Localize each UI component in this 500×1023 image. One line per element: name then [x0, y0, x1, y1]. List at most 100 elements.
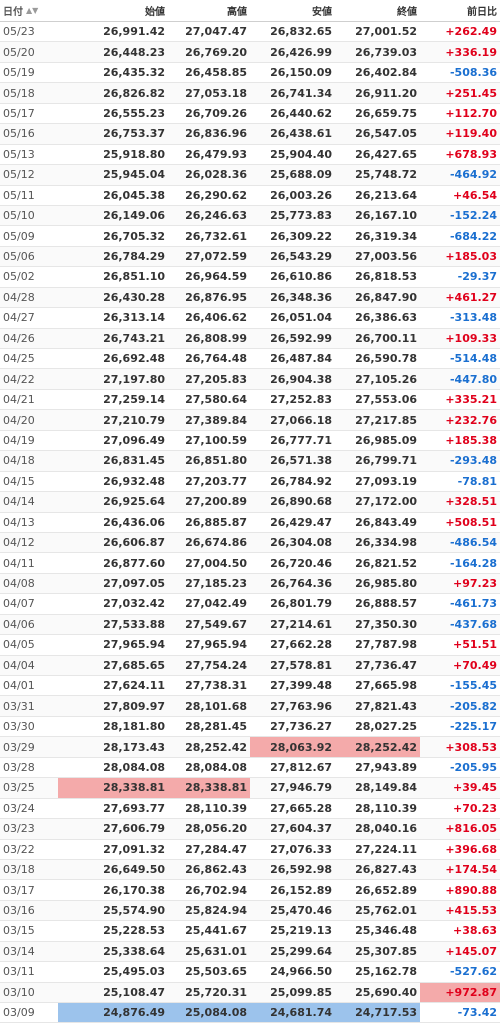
- close-cell: 27,001.52: [355, 25, 417, 39]
- change-cell: +46.54: [452, 188, 497, 202]
- table-row: 04/22 27,197.80 27,205.83 26,904.38 27,105.2…: [0, 369, 500, 390]
- open-cell: 26,743.21: [103, 331, 165, 345]
- close-cell: 25,690.40: [355, 985, 417, 999]
- change-cell: -225.17: [449, 720, 497, 734]
- close-cell: 26,799.71: [355, 454, 417, 468]
- date-cell: 03/15: [3, 924, 35, 938]
- close-cell: 26,213.64: [355, 188, 417, 202]
- date-cell: 03/17: [3, 883, 35, 897]
- open-cell: 25,918.80: [103, 147, 165, 161]
- change-cell: -514.48: [449, 352, 497, 366]
- close-cell: 27,553.06: [355, 393, 417, 407]
- close-cell: 26,821.52: [355, 556, 417, 570]
- change-cell: +145.07: [445, 944, 497, 958]
- table-row: 05/06 26,784.29 27,072.59 26,543.29 27,003.5…: [0, 246, 500, 268]
- close-cell: 26,843.49: [355, 515, 417, 529]
- high-cell: 25,084.08: [168, 1003, 250, 1023]
- close-cell: 27,821.43: [355, 699, 417, 713]
- close-cell: 26,167.10: [355, 209, 417, 223]
- high-cell: 27,389.84: [185, 413, 247, 427]
- date-cell: 04/12: [3, 536, 35, 550]
- high-cell: 26,964.59: [185, 270, 247, 284]
- table-row: 04/06 27,533.88 27,549.67 27,214.61 27,350.3…: [0, 614, 500, 636]
- close-cell: 26,985.09: [355, 433, 417, 447]
- open-cell: 27,624.11: [103, 679, 165, 693]
- change-cell: +335.21: [445, 393, 497, 407]
- change-cell: +328.51: [445, 495, 497, 509]
- close-cell: 27,350.30: [355, 617, 417, 631]
- high-cell: 26,406.62: [185, 311, 247, 325]
- open-cell: 27,809.97: [103, 699, 165, 713]
- date-cell: 04/13: [3, 515, 35, 529]
- open-cell: 26,753.37: [103, 127, 165, 141]
- close-cell: 27,172.00: [355, 495, 417, 509]
- high-cell: 26,808.99: [185, 331, 247, 345]
- open-cell: 25,108.47: [103, 985, 165, 999]
- change-cell: +336.19: [445, 45, 497, 59]
- date-cell: 04/11: [3, 556, 35, 570]
- high-cell: 27,738.31: [185, 679, 247, 693]
- change-cell: -29.37: [457, 270, 497, 284]
- open-cell: 26,991.42: [103, 25, 165, 39]
- open-cell: 25,574.90: [103, 904, 165, 918]
- close-cell: 28,252.42: [335, 737, 420, 757]
- close-cell: 28,149.84: [355, 781, 417, 795]
- date-cell: 03/30: [3, 720, 35, 734]
- open-cell: 27,091.32: [103, 842, 165, 856]
- low-cell: 26,904.38: [270, 372, 332, 386]
- sort-triangle-icon[interactable]: ▲▼: [26, 6, 39, 15]
- date-cell: 05/13: [3, 147, 35, 161]
- close-cell: 26,319.34: [355, 229, 417, 243]
- close-cell: 25,748.72: [355, 168, 417, 182]
- table-row: 05/19 26,435.32 26,458.85 26,150.09 26,402.8…: [0, 63, 500, 84]
- open-cell: 27,197.80: [103, 372, 165, 386]
- high-cell: 27,203.77: [185, 474, 247, 488]
- low-cell: 26,150.09: [270, 66, 332, 80]
- open-cell: 25,495.03: [103, 965, 165, 979]
- open-header: 始値: [145, 7, 165, 18]
- high-cell: 26,876.95: [185, 290, 247, 304]
- table-header: 日付 ▲▼ 始値 高値 安値 終値 前日比: [0, 0, 500, 22]
- open-cell: 25,945.04: [103, 168, 165, 182]
- close-cell: 25,162.78: [355, 965, 417, 979]
- table-row: 03/17 26,170.38 26,702.94 26,152.89 26,652.8…: [0, 880, 500, 901]
- change-cell: -508.36: [449, 66, 497, 80]
- close-cell: 28,110.39: [355, 801, 417, 815]
- low-cell: 26,764.36: [270, 577, 332, 591]
- date-cell: 04/15: [3, 474, 35, 488]
- high-cell: 26,674.86: [185, 536, 247, 550]
- low-cell: 26,309.22: [270, 229, 332, 243]
- low-cell: 26,487.84: [270, 352, 332, 366]
- date-cell: 03/28: [3, 760, 35, 774]
- high-cell: 26,862.43: [185, 863, 247, 877]
- change-cell: +174.54: [445, 863, 497, 877]
- high-cell: 26,479.93: [185, 147, 247, 161]
- close-cell: 26,739.03: [355, 45, 417, 59]
- high-cell: 28,101.68: [185, 699, 247, 713]
- low-cell: 26,571.38: [270, 454, 332, 468]
- low-cell: 26,720.46: [270, 556, 332, 570]
- open-cell: 26,925.64: [103, 495, 165, 509]
- high-cell: 27,284.47: [185, 842, 247, 856]
- table-row: 04/14 26,925.64 27,200.89 26,890.68 27,172.0…: [0, 492, 500, 513]
- low-cell: 24,681.74: [250, 1003, 335, 1023]
- close-cell: 26,402.84: [355, 66, 417, 80]
- change-cell: -73.42: [457, 1006, 497, 1020]
- table-row: 03/31 27,809.97 28,101.68 27,763.96 27,821.4…: [0, 696, 500, 717]
- close-cell: 26,888.57: [355, 597, 417, 611]
- close-cell: 27,736.47: [355, 658, 417, 672]
- low-cell: 25,219.13: [270, 924, 332, 938]
- date-cell: 04/26: [3, 331, 35, 345]
- low-cell: 27,066.18: [270, 413, 332, 427]
- close-cell: 26,827.43: [355, 863, 417, 877]
- low-cell: 26,438.61: [270, 127, 332, 141]
- table-row: 04/11 26,877.60 27,004.50 26,720.46 26,821.5…: [0, 553, 500, 574]
- open-cell: 27,210.79: [103, 413, 165, 427]
- change-cell: -527.62: [449, 965, 497, 979]
- change-cell: -313.48: [449, 311, 497, 325]
- date-header[interactable]: 日付 ▲▼: [0, 0, 58, 21]
- date-cell: 05/06: [3, 250, 35, 264]
- low-cell: 27,812.67: [270, 760, 332, 774]
- low-cell: 26,784.92: [270, 474, 332, 488]
- open-cell: 26,149.06: [103, 209, 165, 223]
